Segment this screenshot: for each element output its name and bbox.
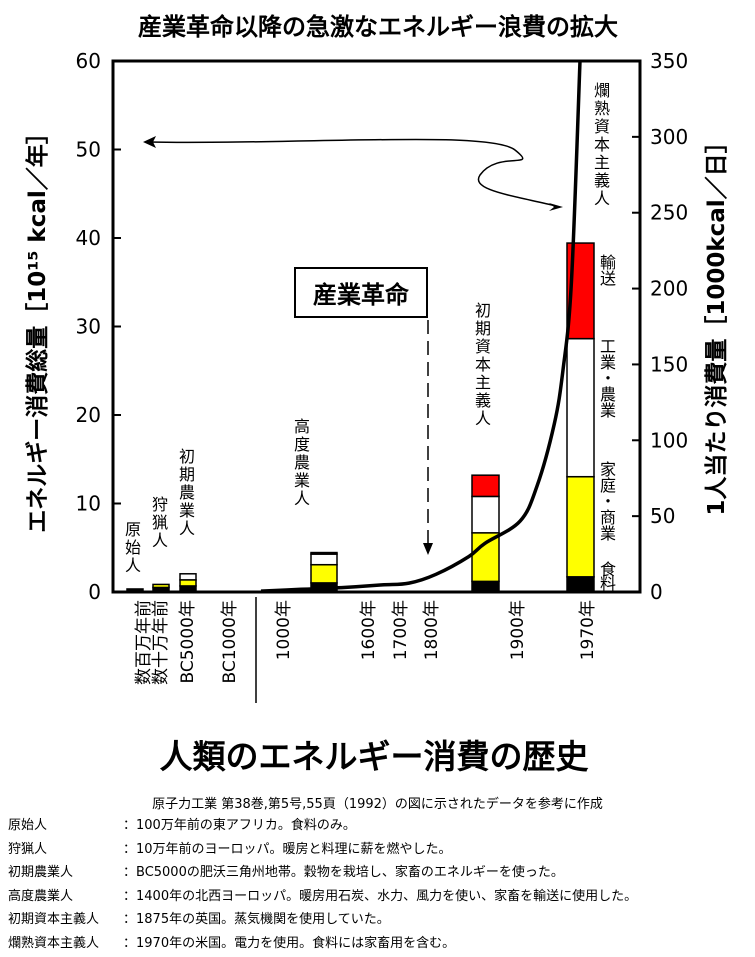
x-tick-label: BC1000年 (220, 600, 240, 684)
note-name: 高度農業人 (8, 888, 74, 904)
bar-label: 狩猟人 (152, 495, 168, 550)
note-desc: ：100万年前の東アフリカ。食料のみ。 (123, 818, 356, 833)
note-name: 初期農業人 (8, 865, 74, 880)
right-tick-label: 150 (650, 352, 688, 376)
bar-segment (471, 580, 500, 593)
note-row: 初期資本主義人 ：1875年の英国。蒸気機関を使用していた。 (8, 908, 753, 932)
right-tick-label: 0 (650, 580, 663, 604)
notes-list: 原始人 ：100万年前の東アフリカ。食料のみ。狩猟人 ：10万年前のヨーロッパ。暖房… (8, 814, 753, 955)
x-tick-label: BC5000年 (178, 600, 198, 684)
note-row: 原始人 ：100万年前の東アフリカ。食料のみ。 (8, 814, 753, 838)
bar-segment (471, 532, 500, 583)
total-consumption-curve (260, 60, 582, 593)
note-row: 狩猟人 ：10万年前のヨーロッパ。暖房と料理に薪を燃やした。 (8, 838, 753, 862)
chart-big-title: 人類のエネルギー消費の歴史 (160, 737, 589, 776)
left-tick-label: 30 (76, 315, 101, 339)
note-desc: ：BC5000の肥沃三角州地帯。穀物を栽培し、家畜のエネルギーを使った。 (123, 865, 564, 880)
right-tick-label: 300 (650, 125, 688, 149)
arrow-head-left-icon (143, 136, 156, 148)
industrial-revolution-label: 産業革命 (313, 281, 410, 309)
left-tick-label: 40 (76, 226, 101, 250)
note-name: 初期資本主義人 (8, 912, 100, 927)
segment-label: 輸送 (600, 253, 616, 288)
x-tick-label: 1970年 (578, 600, 598, 660)
right-tick-label: 50 (650, 504, 675, 528)
bar-segment (179, 573, 197, 581)
segment-label: 家庭・商業 (600, 460, 616, 543)
arrow-head-down-icon (423, 543, 433, 555)
bar-segment (566, 337, 595, 478)
right-axis: 0 50 100 150 200 250 300 350 (632, 49, 688, 604)
bar-segment (310, 553, 338, 566)
x-tick-label: 1700年 (391, 600, 411, 660)
note-row: 高度農業人 ：1400年の北西ヨーロッパ。暖房用石炭、水力、風力を使い、家畜を輸送… (8, 885, 753, 909)
left-tick-label: 60 (76, 49, 101, 73)
bar-segment (179, 585, 197, 593)
bar-label: 爛熟資本主義人 (594, 81, 610, 208)
segment-labels: 食料 家庭・商業 工業・農業 輸送 (600, 253, 616, 593)
note-desc: ：1400年の北西ヨーロッパ。暖房用石炭、水力、風力を使い、家畜を輸送に使用した… (123, 888, 638, 904)
arrow-head-curve-icon (549, 203, 563, 211)
note-name: 原始人 (8, 818, 48, 833)
page-title: 産業革命以降の急激なエネルギー浪費の拡大 (138, 13, 618, 41)
segment-label: 食料 (600, 560, 616, 593)
bar-segment (310, 551, 338, 555)
bar-label: 初期資本主義人 (475, 301, 491, 428)
bar-label: 高度農業人 (294, 417, 310, 508)
bar-segment (126, 588, 144, 593)
note-row: 爛熟資本主義人 ：1970年の米国。電力を使用。食料には家畜用を含む。 (8, 932, 753, 956)
x-tick-label: 1900年 (508, 600, 528, 660)
industrial-revolution-box (294, 267, 428, 318)
note-desc: ：10万年前のヨーロッパ。暖房と料理に薪を燃やした。 (123, 841, 452, 857)
left-axis: 0 10 20 30 40 50 60 (76, 49, 121, 604)
note-name: 狩猟人 (8, 841, 48, 857)
right-tick-label: 350 (650, 49, 688, 73)
bar-label: 初期農業人 (179, 447, 195, 538)
right-tick-label: 100 (650, 428, 688, 452)
bar-segment (566, 475, 595, 578)
note-desc: ：1875年の英国。蒸気機関を使用していた。 (123, 912, 390, 927)
left-tick-label: 0 (88, 580, 101, 604)
source-note: 原子力工業 第38巻,第5号,55頁（1992）の図に示されたデータを参考に作成 (152, 797, 603, 812)
note-desc: ：1970年の米国。電力を使用。食料には家畜用を含む。 (123, 935, 456, 951)
x-tick-label: 1600年 (359, 600, 379, 660)
note-row: 初期農業人 ：BC5000の肥沃三角州地帯。穀物を栽培し、家畜のエネルギーを使った… (8, 861, 753, 885)
left-axis-title: エネルギー消費総量［10¹⁵ kcal／年］ (24, 121, 51, 533)
bars (126, 242, 595, 593)
bar-segment (179, 579, 197, 587)
right-tick-label: 250 (650, 201, 688, 225)
squiggle-arrow (147, 138, 557, 207)
segment-label: 工業・農業 (600, 337, 616, 420)
x-tick-label: 1000年 (274, 600, 294, 660)
right-axis-title: 1人当たり消費量［1000kcal／日］ (703, 130, 730, 515)
bar-segment (310, 563, 338, 584)
bar-segment (566, 576, 595, 593)
left-tick-label: 10 (76, 492, 101, 516)
right-tick-label: 200 (650, 277, 688, 301)
total-curve (260, 60, 582, 593)
x-tick-label: 数十万年前 (151, 600, 171, 685)
bar-label: 原始人 (125, 520, 141, 575)
x-tick-label: 1800年 (422, 600, 442, 660)
bar-segment (471, 495, 500, 534)
x-tick-label: 数百万年前 (134, 600, 154, 685)
note-name: 爛熟資本主義人 (8, 935, 100, 951)
left-tick-label: 20 (76, 403, 101, 427)
bar-segment (152, 583, 170, 589)
left-tick-label: 50 (76, 138, 101, 162)
bar-segment (471, 474, 500, 498)
